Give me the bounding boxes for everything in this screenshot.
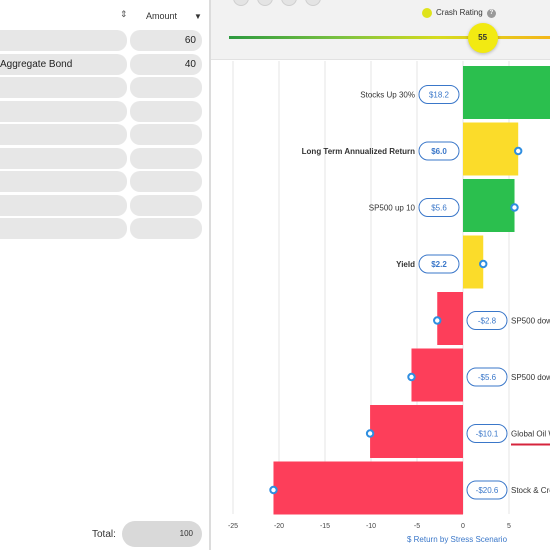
total-label: Total: — [92, 529, 116, 540]
toolbar-circle-icon[interactable] — [281, 0, 297, 6]
x-tick-label: -15 — [320, 523, 330, 530]
crash-rating-bar: Crash Rating ? 55 — [211, 0, 550, 60]
holding-name-cell[interactable] — [0, 124, 127, 145]
holding-amount-cell[interactable] — [130, 194, 202, 216]
bar-end-marker[interactable] — [269, 485, 278, 495]
value-label: $2.2 — [431, 260, 447, 269]
holdings-panel: ⇕ Amount ▼ 60 Aggregate Bond 40 Total: 100 — [0, 0, 210, 550]
crash-rating-label: Crash Rating — [436, 8, 483, 17]
value-pill[interactable] — [418, 198, 460, 217]
x-tick-label: 5 — [507, 523, 511, 530]
x-axis-title: $ Return by Stress Scenario — [407, 535, 508, 544]
category-label: Long Term Annualized Return — [302, 147, 415, 156]
holding-name-cell[interactable] — [0, 218, 127, 239]
bar[interactable] — [273, 461, 463, 515]
value-pill[interactable] — [418, 85, 460, 104]
amount-column-header[interactable]: Amount — [146, 11, 178, 21]
help-icon[interactable]: ? — [487, 9, 496, 18]
holding-name-cell[interactable] — [0, 147, 127, 169]
value-pill[interactable] — [418, 254, 460, 274]
category-label: Global Oil W — [511, 430, 550, 439]
bar[interactable] — [463, 66, 550, 119]
bar[interactable] — [463, 235, 484, 289]
holding-name-cell[interactable] — [0, 171, 127, 192]
value-pill[interactable] — [466, 311, 508, 330]
stress-scenario-chart: $18.2 Stocks Up 30% $6.0 Long Term Annualiz… — [228, 61, 550, 544]
value-pill[interactable] — [418, 141, 460, 161]
x-tick-label: -5 — [414, 523, 420, 530]
x-tick-label: 0 — [461, 523, 465, 530]
holding-amount-cell[interactable] — [130, 171, 202, 192]
x-tick-label: -20 — [274, 523, 284, 530]
bar-end-marker[interactable] — [479, 259, 488, 269]
bar[interactable] — [463, 122, 519, 176]
value-label: $18.2 — [429, 91, 450, 100]
value-label: $6.0 — [431, 147, 447, 156]
category-label: Stocks Up 30% — [360, 91, 415, 100]
holding-amount-cell[interactable] — [130, 218, 202, 239]
value-label: -$20.6 — [476, 486, 499, 495]
x-tick-label: -10 — [366, 523, 376, 530]
bar-end-marker[interactable] — [510, 203, 519, 212]
category-label: Stock & Cre — [511, 486, 550, 495]
category-label: SP500 up 10 — [369, 204, 416, 213]
holding-name-cell[interactable] — [0, 30, 127, 51]
category-label: SP500 dow — [511, 373, 550, 382]
sort-icon[interactable]: ⇕ — [120, 9, 128, 19]
value-label: -$10.1 — [476, 430, 499, 439]
bar-end-marker[interactable] — [514, 146, 523, 156]
bar[interactable] — [463, 179, 515, 232]
value-label: -$2.8 — [478, 317, 497, 326]
category-label: Yield — [396, 260, 415, 269]
holding-amount-cell[interactable] — [130, 77, 202, 98]
pane-divider[interactable] — [209, 0, 211, 550]
value-pill[interactable] — [466, 424, 508, 443]
bar[interactable] — [437, 292, 463, 345]
toolbar-circle-icon[interactable] — [305, 0, 321, 6]
crash-rating-slider-track[interactable] — [229, 36, 550, 39]
holding-amount-cell[interactable]: 60 — [130, 30, 202, 51]
toolbar-circle-icon[interactable] — [233, 0, 249, 6]
x-tick-label: -25 — [228, 523, 238, 530]
value-label: $5.6 — [431, 204, 447, 213]
holding-name-cell[interactable]: Aggregate Bond — [0, 53, 127, 75]
chevron-down-icon[interactable]: ▼ — [194, 12, 202, 21]
toolbar-circle-icon[interactable] — [257, 0, 273, 6]
bar-end-marker[interactable] — [407, 372, 416, 382]
holding-name-cell[interactable] — [0, 100, 127, 122]
category-label: SP500 dow — [511, 317, 550, 326]
crash-rating-slider-thumb[interactable]: 55 — [467, 23, 498, 53]
bar-end-marker[interactable] — [365, 429, 375, 438]
holding-name-cell[interactable] — [0, 194, 127, 216]
bar[interactable] — [411, 348, 463, 402]
bar[interactable] — [370, 405, 463, 458]
holding-amount-cell[interactable]: 40 — [130, 53, 202, 75]
bar-end-marker[interactable] — [433, 316, 442, 325]
value-pill[interactable] — [466, 367, 508, 387]
holding-amount-cell[interactable] — [130, 147, 202, 169]
holding-name-cell[interactable] — [0, 77, 127, 98]
value-label: -$5.6 — [478, 373, 497, 382]
holding-amount-cell[interactable] — [130, 124, 202, 145]
crash-rating-dot-icon — [422, 8, 432, 18]
total-value: 100 — [122, 521, 202, 547]
value-pill[interactable] — [466, 480, 508, 500]
holding-amount-cell[interactable] — [130, 100, 202, 122]
